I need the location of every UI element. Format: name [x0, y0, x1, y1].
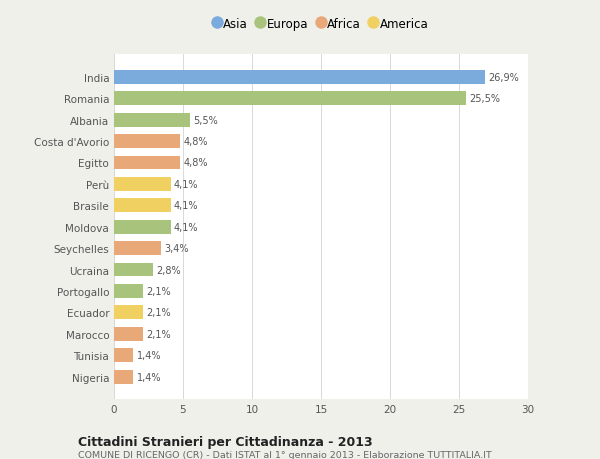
Text: 1,4%: 1,4% — [137, 372, 161, 382]
Bar — [114, 327, 143, 341]
Bar — [114, 199, 170, 213]
Bar — [114, 178, 170, 191]
Text: 1,4%: 1,4% — [137, 350, 161, 360]
Text: Cittadini Stranieri per Cittadinanza - 2013: Cittadini Stranieri per Cittadinanza - 2… — [78, 435, 373, 448]
Text: 4,1%: 4,1% — [174, 222, 199, 232]
Text: 2,1%: 2,1% — [146, 308, 171, 318]
Text: 4,8%: 4,8% — [184, 137, 208, 147]
Bar — [114, 113, 190, 127]
Bar — [114, 284, 143, 298]
Bar — [114, 135, 180, 149]
Text: 2,1%: 2,1% — [146, 329, 171, 339]
Bar — [114, 71, 485, 84]
Text: 25,5%: 25,5% — [469, 94, 500, 104]
Bar — [114, 92, 466, 106]
Text: 2,1%: 2,1% — [146, 286, 171, 296]
Text: 3,4%: 3,4% — [164, 244, 189, 253]
Bar — [114, 370, 133, 384]
Bar — [114, 263, 152, 277]
Legend: Asia, Europa, Africa, America: Asia, Europa, Africa, America — [209, 13, 433, 35]
Bar — [114, 241, 161, 256]
Bar — [114, 348, 133, 362]
Bar — [114, 306, 143, 319]
Text: 4,1%: 4,1% — [174, 201, 199, 211]
Text: COMUNE DI RICENGO (CR) - Dati ISTAT al 1° gennaio 2013 - Elaborazione TUTTITALIA: COMUNE DI RICENGO (CR) - Dati ISTAT al 1… — [78, 450, 492, 459]
Text: 4,8%: 4,8% — [184, 158, 208, 168]
Bar — [114, 220, 170, 234]
Text: 2,8%: 2,8% — [156, 265, 181, 275]
Text: 5,5%: 5,5% — [193, 115, 218, 125]
Bar — [114, 156, 180, 170]
Text: 4,1%: 4,1% — [174, 179, 199, 190]
Text: 26,9%: 26,9% — [488, 73, 520, 83]
